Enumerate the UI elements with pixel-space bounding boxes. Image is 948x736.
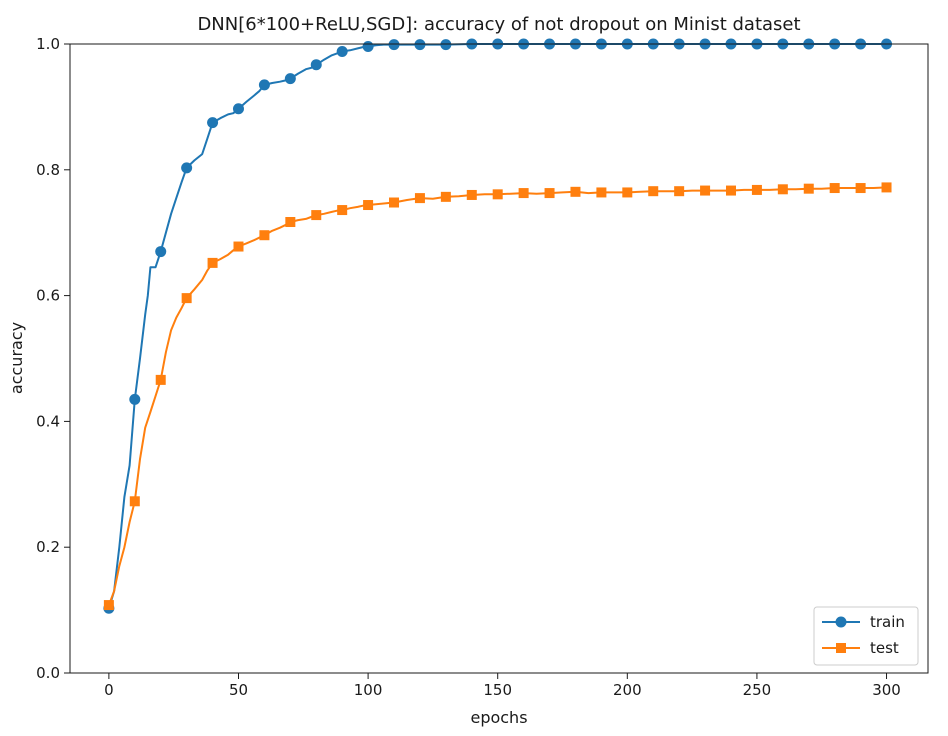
data-point-test [440,191,451,202]
legend-label: test [870,639,899,657]
legend-item-test: test [822,639,899,657]
x-tick-label: 50 [229,681,248,699]
y-tick-label: 0.8 [36,161,60,179]
legend-swatch-marker [836,643,846,653]
data-point-test [700,185,711,196]
data-point-test [155,374,166,385]
data-point-test [103,600,114,611]
data-point-train [155,246,167,258]
data-point-train [414,39,426,51]
legend-label: train [870,613,905,631]
y-axis: 0.0 0.2 0.4 0.6 0.8 1.0 [36,35,70,682]
chart-title: DNN[6*100+ReLU,SGD]: accuracy of not dro… [197,14,800,35]
data-point-train [284,73,296,85]
data-point-test [233,241,244,252]
y-tick-label: 0.6 [36,287,60,305]
data-point-test [622,187,633,198]
x-axis-label: epochs [470,708,527,727]
data-point-train [310,59,322,71]
data-point-test [207,257,218,268]
y-tick-label: 0.4 [36,412,60,430]
x-tick-label: 300 [872,681,901,699]
x-axis: 0 50 100 150 200 250 300 [104,673,901,699]
data-point-train [207,117,219,129]
x-tick-label: 200 [613,681,642,699]
plot-area [69,38,929,674]
data-point-train [388,39,400,51]
data-point-test [259,230,270,241]
legend: train test [813,606,919,666]
x-tick-label: 0 [104,681,114,699]
y-tick-label: 0.0 [36,664,60,682]
data-point-train [362,41,374,53]
data-point-test [466,189,477,200]
legend-item-train: train [822,613,905,631]
data-point-train [181,162,193,174]
data-point-test [751,184,762,195]
data-point-test [829,183,840,194]
data-point-test [181,293,192,304]
data-point-test [596,187,607,198]
data-point-train [258,79,270,91]
y-axis-label: accuracy [7,322,26,394]
y-tick-label: 1.0 [36,35,60,53]
data-point-test [414,193,425,204]
data-point-test [129,496,140,507]
legend-swatch-marker [835,616,847,628]
data-point-test [570,186,581,197]
data-point-test [492,189,503,200]
data-point-test [337,205,348,216]
data-point-test [881,182,892,193]
data-point-test [803,183,814,194]
data-point-train [232,103,244,115]
data-point-test [725,185,736,196]
data-point-test [544,188,555,199]
data-point-test [518,188,529,199]
x-tick-label: 100 [354,681,383,699]
y-tick-label: 0.2 [36,538,60,556]
data-point-train [440,39,452,51]
data-point-train [336,46,348,58]
data-point-train [129,393,141,405]
data-point-test [389,197,400,208]
data-point-test [285,217,296,228]
legend-items: train test [822,613,905,657]
plot-border [69,43,929,674]
data-point-test [648,186,659,197]
data-point-test [311,210,322,221]
x-tick-label: 150 [483,681,512,699]
data-point-test [674,186,685,197]
plot-frame [70,44,928,673]
data-point-test [855,183,866,194]
data-point-test [777,184,788,195]
data-point-test [363,200,374,211]
x-tick-label: 250 [743,681,772,699]
